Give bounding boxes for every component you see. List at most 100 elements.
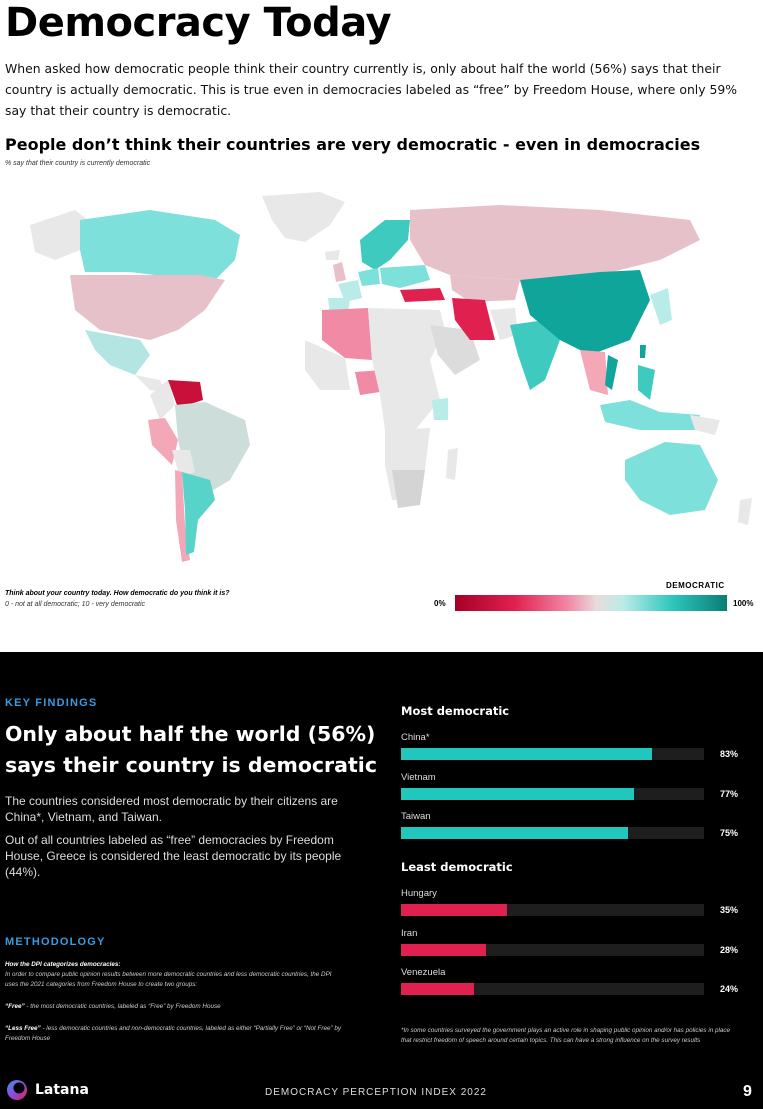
free-term: “Free”	[5, 1003, 25, 1010]
map-peru	[148, 418, 178, 465]
map-china	[520, 270, 650, 355]
map-central-america	[135, 375, 165, 392]
map-nigeria	[355, 370, 382, 395]
map-india	[510, 320, 560, 390]
world-map	[30, 192, 752, 562]
map-turkey	[400, 288, 445, 302]
map-algeria	[322, 308, 372, 360]
bar-value-label: 83%	[720, 749, 739, 759]
map-southeast-asia	[580, 350, 608, 395]
map-france	[338, 280, 362, 302]
map-alaska	[30, 210, 88, 260]
map-usa	[70, 275, 225, 340]
bar-track	[401, 748, 704, 760]
methodology-text: How the DPI categorizes democracies: In …	[5, 960, 345, 1044]
methodology-less-free: “Less Free” - less democratic countries …	[5, 1024, 345, 1044]
map-canada	[80, 210, 240, 280]
key-findings-headline: Only about half the world (56%) says the…	[5, 722, 377, 777]
map-greenland	[262, 192, 345, 242]
key-findings-paragraph-2: Out of all countries labeled as “free” d…	[5, 833, 342, 879]
map-philippines	[638, 365, 655, 400]
bar-value-label: 75%	[720, 828, 739, 838]
bar	[401, 943, 486, 956]
map-madagascar	[446, 448, 458, 480]
top-section: Democracy Today When asked how democrati…	[5, 0, 754, 611]
methodology-free: “Free” - the most democratic countries, …	[5, 1002, 345, 1012]
bar-label: Venezuela	[401, 967, 446, 978]
bar	[401, 787, 635, 800]
map-bolivia	[172, 450, 195, 478]
bar-track	[401, 787, 704, 800]
report-title: DEMOCRACY PERCEPTION INDEX 2022	[265, 1087, 487, 1098]
legend-label: DEMOCRATIC	[666, 581, 725, 590]
map-new-zealand	[738, 498, 752, 525]
map-australia	[625, 442, 718, 515]
map-argentina	[182, 472, 215, 555]
bar-track	[401, 904, 704, 916]
bar-value-label: 28%	[720, 944, 739, 955]
map-scandinavia	[360, 220, 410, 270]
bar-label: Iran	[401, 927, 418, 939]
brand-name: Latana	[35, 1082, 89, 1098]
page-number: 9	[743, 1083, 752, 1100]
bar-track	[401, 943, 704, 956]
less-free-text: - less democratic countries and non-demo…	[5, 1025, 341, 1042]
map-png	[690, 415, 720, 435]
map-title: People don’t think their countries are v…	[5, 135, 701, 154]
map-germany	[358, 268, 380, 286]
map-north-africa	[368, 308, 445, 360]
bar-label: Taiwan	[401, 811, 431, 822]
bar-track	[401, 827, 704, 839]
map-west-africa	[305, 340, 350, 390]
map-iran	[452, 298, 495, 340]
question-scale: 0 - not at all democratic; 10 - very dem…	[5, 601, 146, 608]
bar-value-label: 35%	[720, 905, 739, 915]
map-uk	[333, 262, 346, 282]
map-taiwan	[640, 345, 646, 358]
bottom-section: KEY FINDINGS Only about half the world (…	[0, 652, 763, 1109]
question-text: Think about your country today. How demo…	[5, 590, 230, 597]
key-findings-label: KEY FINDINGS	[5, 697, 98, 709]
bar-track	[401, 983, 704, 995]
map-russia	[410, 205, 700, 280]
bar	[401, 748, 653, 760]
map-mexico	[85, 330, 150, 375]
map-subtitle: % say that their country is currently de…	[5, 160, 151, 167]
map-pakistan	[490, 308, 518, 340]
less-free-term: “Less Free”	[5, 1025, 41, 1032]
map-iceland	[325, 250, 340, 260]
latana-logo-icon	[7, 1080, 27, 1100]
map-indonesia	[600, 400, 700, 430]
map-arabia	[430, 325, 480, 375]
methodology-heading: How the DPI categorizes democracies:	[5, 961, 121, 968]
bar	[401, 827, 629, 839]
legend-gradient	[455, 595, 727, 611]
map-venezuela	[168, 380, 203, 408]
legend-max: 100%	[733, 599, 754, 608]
bar-label: China*	[401, 732, 430, 743]
free-text: - the most democratic countries, labeled…	[24, 1003, 221, 1010]
bar-value-label: 24%	[720, 984, 739, 994]
bar-label: Hungary	[401, 888, 437, 899]
map-colombia	[150, 380, 175, 420]
methodology-label: METHODOLOGY	[5, 936, 106, 948]
bar-label: Vietnam	[401, 771, 436, 783]
map-kenya	[432, 398, 448, 420]
key-findings-paragraph-1: The countries considered most democratic…	[5, 794, 338, 824]
bar-chart-title: Least democratic	[401, 860, 513, 874]
bar-value-label: 77%	[720, 788, 739, 799]
map-south-africa	[392, 470, 425, 508]
intro-text: When asked how democratic people think t…	[5, 61, 738, 118]
map-eastern-europe	[380, 265, 430, 288]
bar	[401, 983, 474, 995]
map-kazakhstan	[450, 275, 520, 302]
page-title: Democracy Today	[5, 0, 392, 46]
legend-min: 0%	[434, 599, 446, 608]
map-korea-japan	[650, 288, 672, 325]
methodology-body: In order to compare public opinion resul…	[5, 971, 332, 988]
bar-chart-title: Most democratic	[401, 704, 510, 718]
map-central-africa	[372, 360, 440, 430]
footnote: *In some countries surveyed the governme…	[401, 1027, 731, 1044]
bar	[401, 904, 508, 916]
map-vietnam	[605, 355, 618, 390]
